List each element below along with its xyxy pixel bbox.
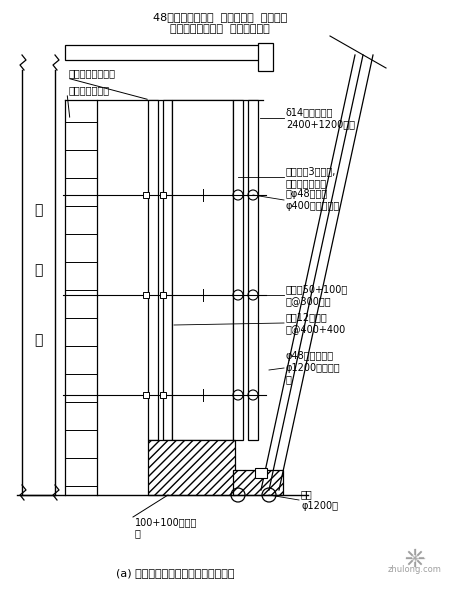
- Bar: [143, 192, 149, 198]
- Text: 双φ48涡筋管
φ400㎜横向排布: 双φ48涡筋管 φ400㎜横向排布: [286, 189, 340, 211]
- Bar: [148, 100, 158, 440]
- Text: 地锚
φ1200㎜: 地锚 φ1200㎜: [301, 489, 338, 511]
- Text: 100+100木方支
顶: 100+100木方支 顶: [135, 517, 197, 539]
- Bar: [258, 43, 273, 71]
- Text: 护: 护: [34, 263, 43, 277]
- Text: δ14厚木多层板
2400+1200竖放: δ14厚木多层板 2400+1200竖放: [286, 107, 355, 129]
- Bar: [143, 392, 149, 398]
- Bar: [233, 470, 283, 495]
- Text: 横龙骨用3形卡件,
螺母与模板紧固: 横龙骨用3形卡件, 螺母与模板紧固: [286, 166, 336, 188]
- Bar: [160, 292, 166, 298]
- Text: 柱: 柱: [34, 333, 43, 347]
- Text: φ48钢筋管支顶
φ1200㎜横向排
布: φ48钢筋管支顶 φ1200㎜横向排 布: [286, 352, 340, 384]
- Bar: [160, 392, 166, 398]
- Text: 48钢筋管支撑排架  底板处地锚  用网筋与: 48钢筋管支撑排架 底板处地锚 用网筋与: [153, 12, 287, 22]
- Bar: [143, 292, 149, 298]
- Text: 直径12穿墙螺
栓@400+400: 直径12穿墙螺 栓@400+400: [286, 312, 346, 334]
- Text: 维: 维: [34, 203, 43, 217]
- Text: zhulong.com: zhulong.com: [388, 565, 442, 574]
- Bar: [233, 100, 243, 440]
- Bar: [248, 100, 258, 440]
- Bar: [65, 45, 268, 60]
- Text: 用螺杠与撑壁顶紧: 用螺杠与撑壁顶紧: [69, 68, 116, 78]
- Text: (a) 地下室外墙双侧模板安装示意图一: (a) 地下室外墙双侧模板安装示意图一: [116, 568, 234, 578]
- Text: 操作钢筋脚手架: 操作钢筋脚手架: [69, 85, 110, 95]
- Bar: [255, 468, 267, 478]
- Bar: [160, 192, 166, 198]
- Text: 次龙骨50+100木
方@300竖放: 次龙骨50+100木 方@300竖放: [286, 284, 348, 306]
- Bar: [172, 100, 233, 440]
- Text: 水平钢管拉撬压顶  防止模板上浮: 水平钢管拉撬压顶 防止模板上浮: [170, 24, 270, 34]
- Bar: [148, 440, 235, 495]
- Bar: [163, 100, 172, 440]
